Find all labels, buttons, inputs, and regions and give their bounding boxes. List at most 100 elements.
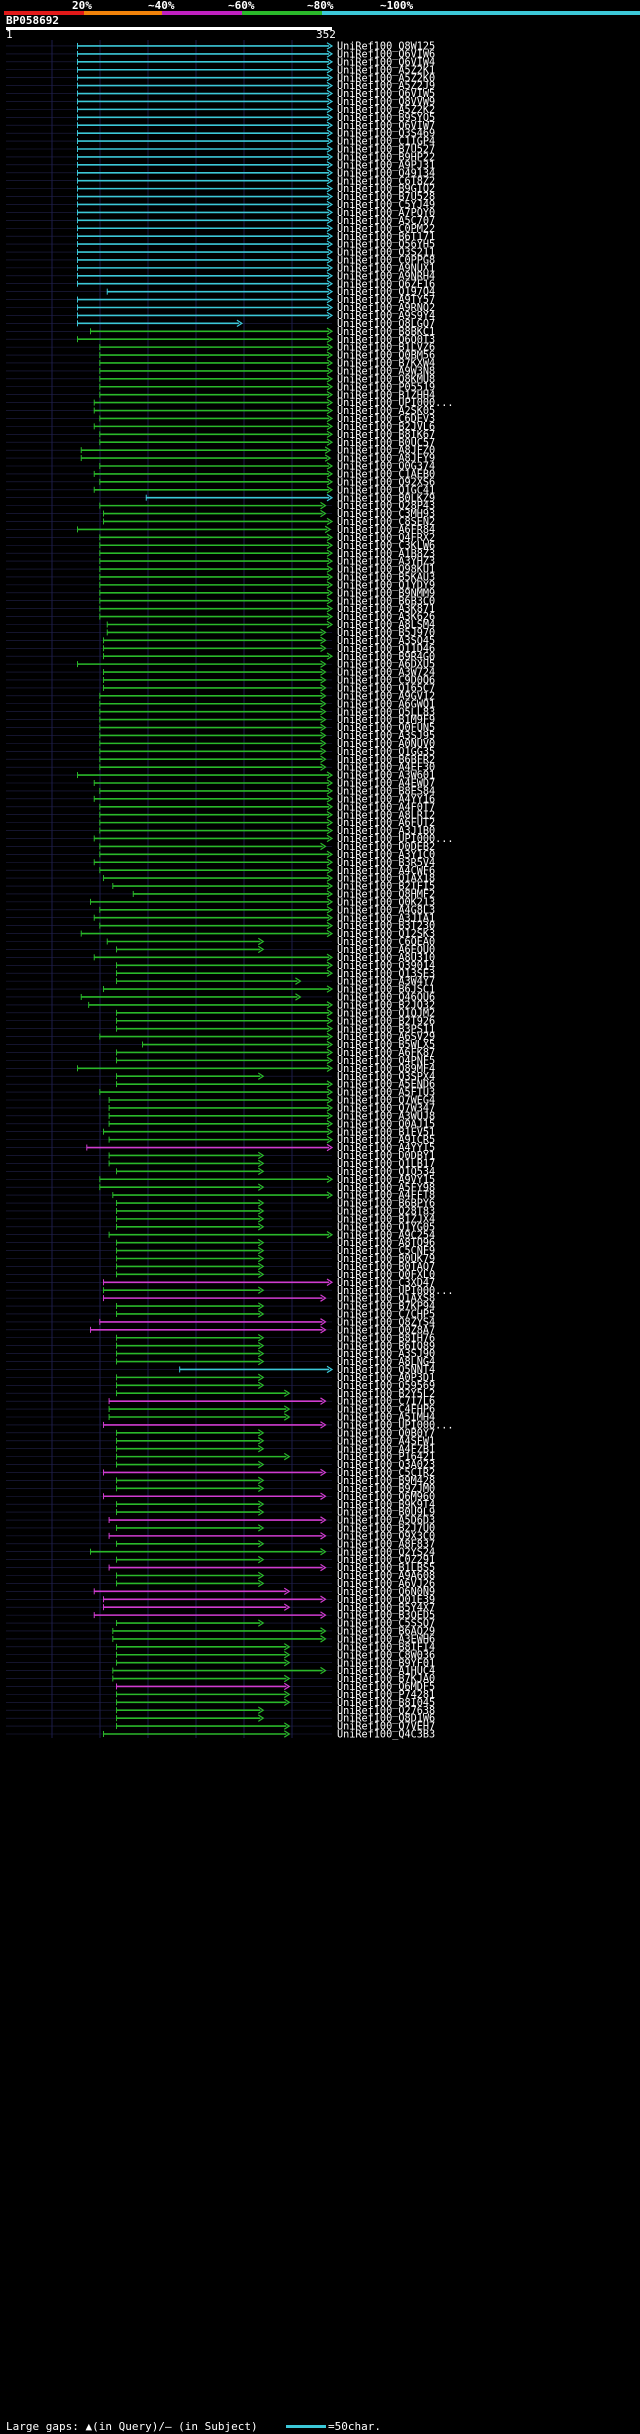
- hit-label[interactable]: UniRef100_A0NUV0: [337, 739, 435, 750]
- hit-label[interactable]: UniRef100_Q28T83: [337, 1207, 435, 1218]
- hit-label[interactable]: UniRef100_A5D6D3: [337, 1516, 435, 1527]
- hit-label[interactable]: UniRef100_Q6M960: [337, 1492, 435, 1503]
- hit-label[interactable]: UniRef100_B2Y5L2: [337, 1389, 435, 1400]
- hit-label[interactable]: UniRef100_Q3S211: [337, 248, 435, 259]
- hit-label[interactable]: UniRef100_Q7WEG4: [337, 1096, 435, 1107]
- hit-label[interactable]: UniRef100_A6FR84: [337, 525, 435, 536]
- hit-label[interactable]: UniRef100_P05519: [337, 382, 435, 393]
- hit-label[interactable]: UniRef100_B7KJA0: [337, 1674, 435, 1685]
- hit-label[interactable]: UniRef100_B9M428: [337, 1476, 435, 1487]
- hit-label[interactable]: UniRef100_UPI000...: [337, 1286, 454, 1297]
- hit-label[interactable]: UniRef100_A4YY16: [337, 794, 435, 805]
- hit-label[interactable]: UniRef100_Q5NNT4: [337, 1365, 435, 1376]
- hit-label[interactable]: UniRef100_A4FFT8: [337, 1191, 435, 1202]
- hit-label[interactable]: UniRef100_B1ZHH4: [337, 390, 435, 401]
- hit-label[interactable]: UniRef100_D0DEB2: [337, 842, 435, 853]
- hit-label[interactable]: UniRef100_Q13SE3: [337, 969, 435, 980]
- hit-label[interactable]: UniRef100_Q4FRX2: [337, 533, 435, 544]
- hit-label[interactable]: UniRef100_A9TY57: [337, 295, 435, 306]
- hit-label[interactable]: UniRef100_C5CIR2: [337, 1468, 435, 1479]
- hit-label[interactable]: UniRef100_A5C707: [337, 216, 435, 227]
- hit-label[interactable]: UniRef100_C0PM22: [337, 224, 435, 235]
- hit-label[interactable]: UniRef100_A8JFY9: [337, 454, 435, 465]
- hit-label[interactable]: UniRef100_Q92XS6: [337, 477, 435, 488]
- hit-label[interactable]: UniRef100_C8SEN2: [337, 517, 435, 528]
- hit-label[interactable]: UniRef100_UPI000...: [337, 398, 454, 409]
- hit-label[interactable]: UniRef100_Q6VIW7: [337, 121, 435, 132]
- hit-label[interactable]: UniRef100_Q6MDF5: [337, 1682, 435, 1693]
- hit-label[interactable]: UniRef100_Q0BM56: [337, 351, 435, 362]
- hit-label[interactable]: UniRef100_B0U9L9: [337, 1508, 435, 1519]
- hit-label[interactable]: UniRef100_Q89MF4: [337, 1064, 435, 1075]
- hit-label[interactable]: UniRef100_D0DBY1: [337, 1151, 435, 1162]
- hit-label[interactable]: UniRef100_A8LRI2: [337, 810, 435, 821]
- hit-label[interactable]: UniRef100_Q0Z8A7: [337, 1325, 435, 1336]
- hit-label[interactable]: UniRef100_B1LBS5: [337, 1563, 435, 1574]
- hit-label[interactable]: UniRef100_B8BKC1: [337, 327, 435, 338]
- hit-label[interactable]: UniRef100_Q6VIW6: [337, 49, 435, 60]
- hit-label[interactable]: UniRef100_B2J7U0: [337, 1524, 435, 1535]
- hit-label[interactable]: UniRef100_B6IQ89: [337, 1341, 435, 1352]
- hit-label[interactable]: UniRef100_B6JSC1: [337, 985, 435, 996]
- hit-label[interactable]: UniRef100_A4SFW1: [337, 1436, 435, 1447]
- hit-label[interactable]: UniRef100_A3WUJ8: [337, 1111, 435, 1122]
- hit-label[interactable]: UniRef100_A9GV12: [337, 691, 435, 702]
- hit-label[interactable]: UniRef100_A5Z2K0: [337, 73, 435, 84]
- hit-label[interactable]: UniRef100_A0P3D1: [337, 1373, 435, 1384]
- hit-label[interactable]: UniRef100_C0Z291: [337, 1555, 435, 1566]
- hit-label[interactable]: UniRef100_UPI000...: [337, 1421, 454, 1432]
- hit-label[interactable]: UniRef100_A3YHZ3: [337, 557, 435, 568]
- hit-label[interactable]: UniRef100_A4CWF6: [337, 866, 435, 877]
- hit-label[interactable]: UniRef100_A9C254: [337, 1230, 435, 1241]
- hit-label[interactable]: UniRef100_B6T171: [337, 232, 435, 243]
- hit-label[interactable]: UniRef100_UPI000...: [337, 834, 454, 845]
- hit-label[interactable]: UniRef100_Q1AX18: [337, 874, 435, 885]
- hit-label[interactable]: UniRef100_C9D0Q6: [337, 676, 435, 687]
- hit-label[interactable]: UniRef100_A3Y1C0: [337, 850, 435, 861]
- hit-label[interactable]: UniRef100_Q4C3B3: [337, 1730, 435, 1741]
- hit-label[interactable]: UniRef100_A1HUC4: [337, 1666, 435, 1677]
- hit-label[interactable]: UniRef100_B9YF01: [337, 1658, 435, 1669]
- hit-label[interactable]: UniRef100_B0TAQ7: [337, 1262, 435, 1273]
- hit-label[interactable]: UniRef100_A8LSM4: [337, 620, 435, 631]
- hit-label[interactable]: UniRef100_Q5LL83: [337, 707, 435, 718]
- hit-label[interactable]: UniRef100_A9W3N8: [337, 366, 435, 377]
- hit-label[interactable]: UniRef100_B9HP22: [337, 153, 435, 164]
- hit-label[interactable]: UniRef100_Q7W347: [337, 1104, 435, 1115]
- hit-label[interactable]: UniRef100_Q8W125: [337, 42, 435, 53]
- hit-label[interactable]: UniRef100_A3EWH6: [337, 1634, 435, 1645]
- hit-label[interactable]: UniRef100_B2JQ32: [337, 1000, 435, 1011]
- hit-label[interactable]: UniRef100_A6EQU0: [337, 945, 435, 956]
- hit-label[interactable]: UniRef100_A5FY98: [337, 1183, 435, 1194]
- hit-label[interactable]: UniRef100_A9A608: [337, 1571, 435, 1582]
- hit-label[interactable]: UniRef100_Q0FXL0: [337, 1270, 435, 1281]
- hit-label[interactable]: UniRef100_B2T926: [337, 1016, 435, 1027]
- hit-label[interactable]: UniRef100_B9K9T4: [337, 1500, 435, 1511]
- hit-label[interactable]: UniRef100_B9NMM9: [337, 588, 435, 599]
- hit-label[interactable]: UniRef100_A3K871: [337, 604, 435, 615]
- hit-label[interactable]: UniRef100_B6BPY6: [337, 1199, 435, 1210]
- hit-label[interactable]: UniRef100_B1M9F9: [337, 715, 435, 726]
- hit-label[interactable]: UniRef100_B0UC57: [337, 438, 435, 449]
- hit-label[interactable]: UniRef100_A9VY15: [337, 1175, 435, 1186]
- hit-label[interactable]: UniRef100_B0LKZ9: [337, 493, 435, 504]
- hit-label[interactable]: UniRef100_Q6N0N9: [337, 1587, 435, 1598]
- hit-label[interactable]: UniRef100_C5YJ49: [337, 200, 435, 211]
- hit-label[interactable]: UniRef100_A8U310: [337, 953, 435, 964]
- hit-label[interactable]: UniRef100_B9SYQ5: [337, 113, 435, 124]
- hit-label[interactable]: UniRef100_B8IK67: [337, 430, 435, 441]
- hit-label[interactable]: UniRef100_A4EWD7: [337, 779, 435, 790]
- hit-label[interactable]: UniRef100_C5CNF9: [337, 1246, 435, 1257]
- hit-label[interactable]: UniRef100_Q8D1W6: [337, 1714, 435, 1725]
- hit-label[interactable]: UniRef100_B7U527: [337, 145, 435, 156]
- hit-label[interactable]: UniRef100_Q6VIW5: [337, 89, 435, 100]
- hit-label[interactable]: UniRef100_Q59569: [337, 1381, 435, 1392]
- hit-label[interactable]: UniRef100_A8F837: [337, 1539, 435, 1550]
- hit-label[interactable]: UniRef100_Q1Q534: [337, 1167, 435, 1178]
- hit-label[interactable]: UniRef100_Q1LB17: [337, 1159, 435, 1170]
- hit-label[interactable]: UniRef100_Q0B0Y7: [337, 1428, 435, 1439]
- hit-label[interactable]: UniRef100_C5SSO7: [337, 1619, 435, 1630]
- hit-label[interactable]: UniRef100_A5Z2K2: [337, 105, 435, 116]
- hit-label[interactable]: UniRef100_B3QED5: [337, 1611, 435, 1622]
- hit-label[interactable]: UniRef100_Q1GC41: [337, 485, 435, 496]
